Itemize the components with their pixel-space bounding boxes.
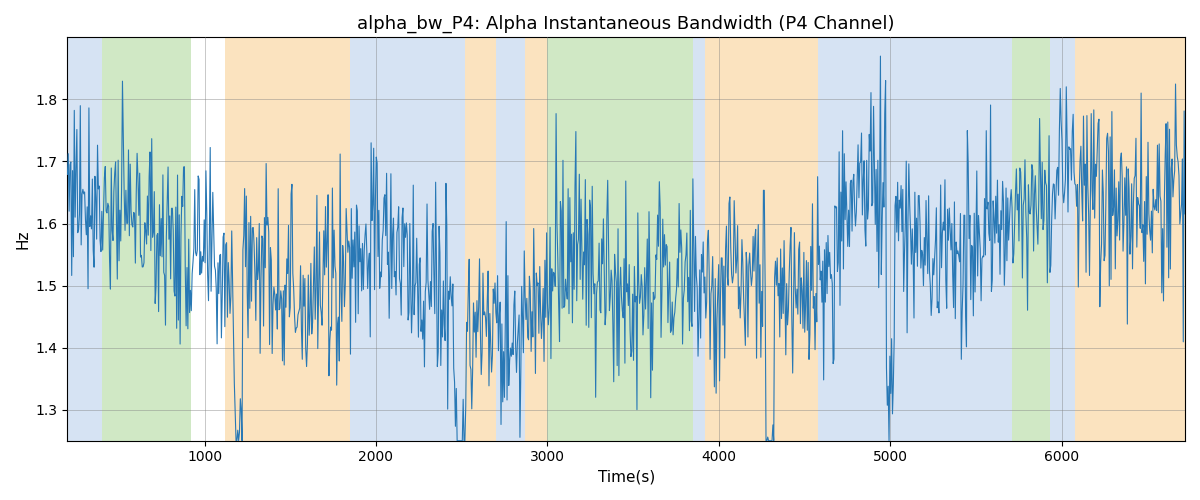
Bar: [102, 38, 191, 440]
Bar: [526, 38, 547, 440]
Bar: [1075, 38, 1186, 440]
Bar: [1012, 38, 1050, 440]
Bar: [350, 38, 466, 440]
Bar: [694, 38, 706, 440]
X-axis label: Time(s): Time(s): [598, 470, 655, 485]
Bar: [67, 38, 102, 440]
Bar: [818, 38, 1012, 440]
Bar: [547, 38, 694, 440]
Bar: [1050, 38, 1075, 440]
Bar: [466, 38, 496, 440]
Bar: [706, 38, 818, 440]
Y-axis label: Hz: Hz: [16, 230, 30, 249]
Bar: [496, 38, 526, 440]
Title: alpha_bw_P4: Alpha Instantaneous Bandwidth (P4 Channel): alpha_bw_P4: Alpha Instantaneous Bandwid…: [358, 15, 895, 34]
Bar: [226, 38, 350, 440]
